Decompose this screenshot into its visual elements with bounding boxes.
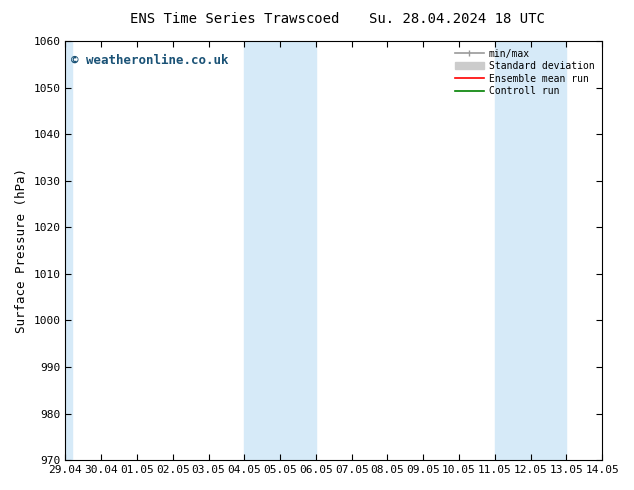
Text: © weatheronline.co.uk: © weatheronline.co.uk xyxy=(71,53,228,67)
Bar xyxy=(244,41,316,460)
Bar xyxy=(65,41,72,460)
Legend: min/max, Standard deviation, Ensemble mean run, Controll run: min/max, Standard deviation, Ensemble me… xyxy=(451,46,597,99)
Bar xyxy=(495,41,566,460)
Y-axis label: Surface Pressure (hPa): Surface Pressure (hPa) xyxy=(15,168,28,333)
Text: Su. 28.04.2024 18 UTC: Su. 28.04.2024 18 UTC xyxy=(368,12,545,26)
Text: ENS Time Series Trawscoed: ENS Time Series Trawscoed xyxy=(130,12,339,26)
